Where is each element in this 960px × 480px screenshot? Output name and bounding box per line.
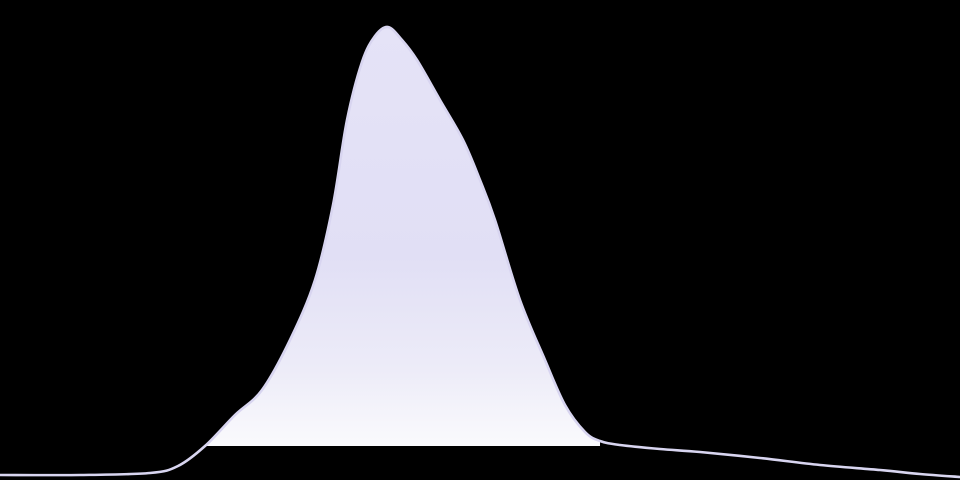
density-area-fill [205, 26, 600, 446]
density-curve-line [0, 25, 960, 479]
